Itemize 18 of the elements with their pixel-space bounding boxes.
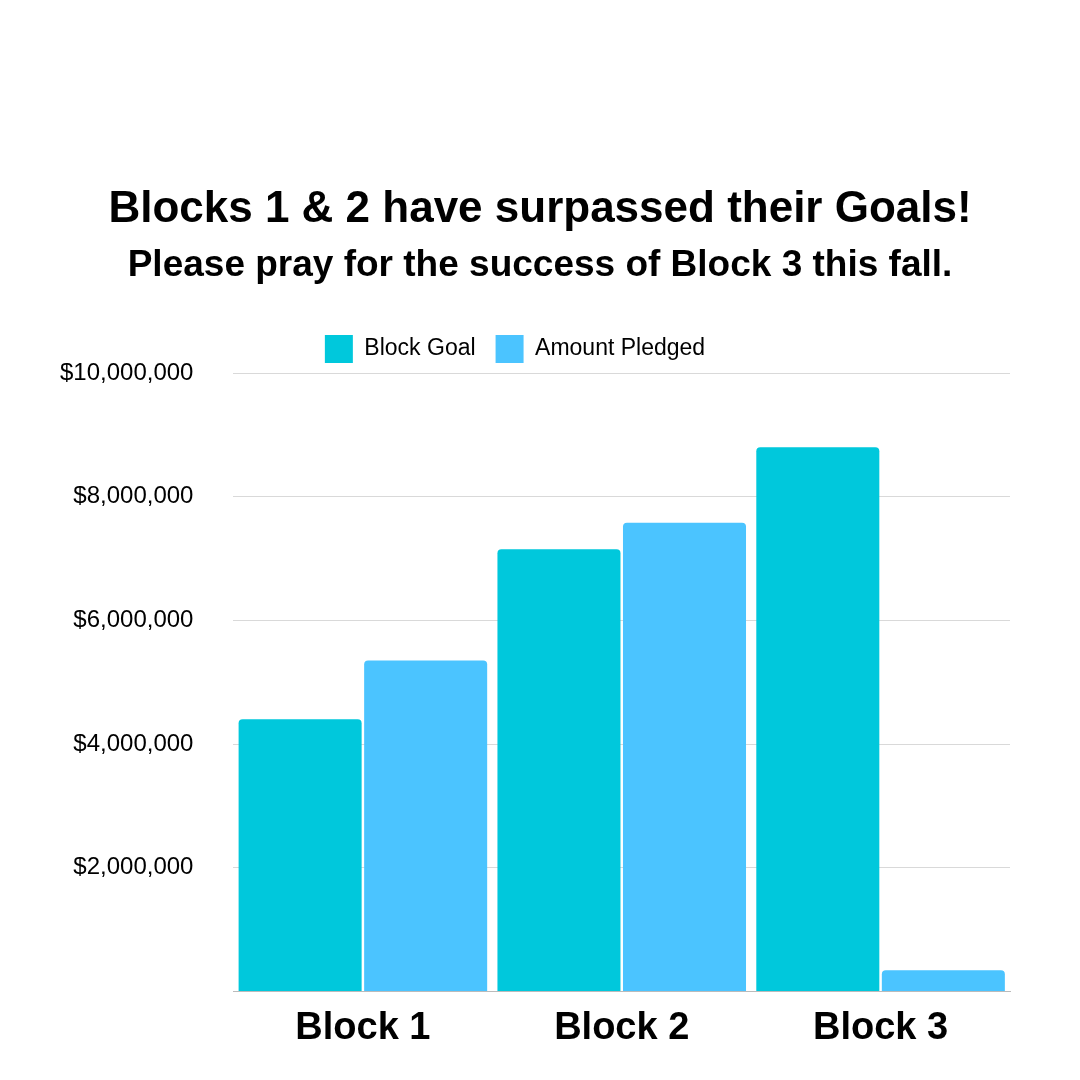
- x-tick-label: Block 2: [554, 1004, 690, 1047]
- bar: [756, 447, 880, 991]
- legend-label: Block Goal: [364, 334, 476, 361]
- y-tick-label: $4,000,000: [73, 728, 194, 756]
- x-tick-label: Block 1: [295, 1004, 431, 1047]
- bar: [881, 970, 1005, 991]
- bar: [622, 522, 747, 991]
- bar: [238, 719, 362, 991]
- chart-subtitle: Please pray for the success of Block 3 this fall.: [126, 243, 954, 285]
- chart-title: Blocks 1 & 2 have surpassed their Goals!: [107, 182, 973, 232]
- x-tick-label: Block 3: [812, 1004, 949, 1047]
- legend-label: Amount Pledged: [535, 334, 706, 361]
- bar: [497, 549, 621, 991]
- y-tick-label: $6,000,000: [73, 604, 194, 632]
- y-tick-label: $2,000,000: [73, 852, 194, 880]
- bar: [364, 660, 488, 991]
- y-tick-label: $10,000,000: [60, 357, 194, 385]
- y-tick-label: $8,000,000: [73, 481, 194, 509]
